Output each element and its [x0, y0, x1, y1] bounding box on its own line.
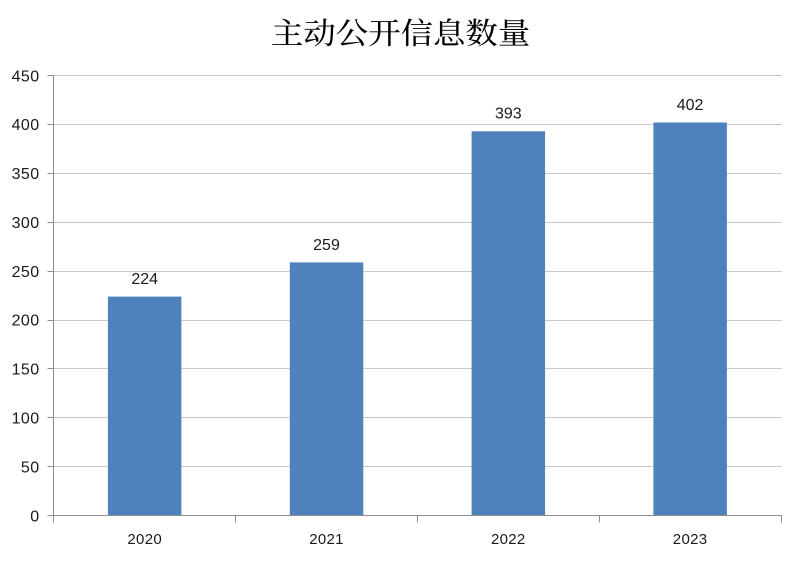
svg-text:150: 150: [12, 362, 40, 379]
svg-text:350: 350: [12, 166, 40, 183]
svg-text:200: 200: [12, 313, 40, 330]
svg-text:0: 0: [30, 508, 39, 525]
svg-text:259: 259: [313, 237, 340, 254]
svg-text:250: 250: [12, 264, 40, 281]
svg-text:2021: 2021: [309, 531, 344, 548]
svg-text:2020: 2020: [127, 531, 162, 548]
svg-text:450: 450: [12, 68, 40, 85]
svg-text:2022: 2022: [491, 531, 526, 548]
svg-text:100: 100: [12, 411, 40, 428]
svg-text:50: 50: [21, 459, 40, 476]
svg-text:224: 224: [131, 271, 158, 288]
svg-text:2023: 2023: [673, 531, 708, 548]
svg-text:393: 393: [495, 106, 522, 123]
svg-text:400: 400: [12, 117, 40, 134]
svg-text:402: 402: [677, 97, 704, 114]
svg-text:300: 300: [12, 215, 40, 232]
